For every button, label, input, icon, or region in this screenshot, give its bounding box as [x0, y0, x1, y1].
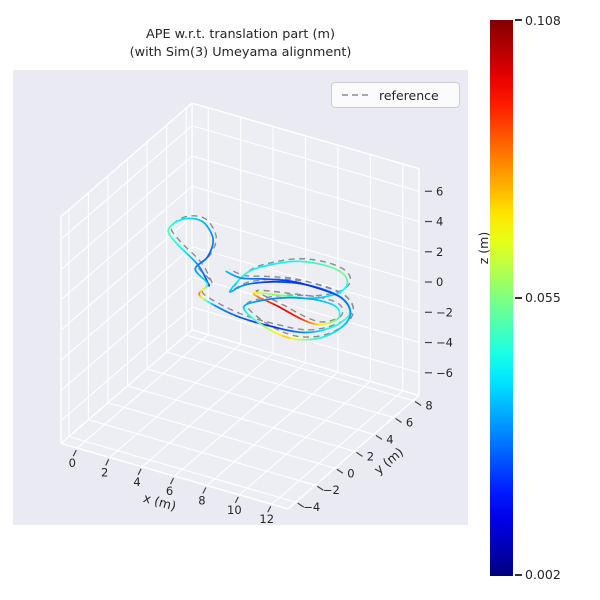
grid-lines — [60, 107, 420, 505]
z-tick-label: −2 — [436, 305, 453, 319]
x-tick-label: 2 — [101, 465, 108, 479]
y-tick-label: 2 — [367, 449, 374, 463]
y-tick-label: 8 — [425, 399, 432, 413]
z-tick-label: −4 — [436, 336, 453, 350]
y-tick-label: −4 — [303, 500, 320, 514]
colorbar-label-max: 0.108 — [525, 13, 561, 28]
z-tick-label: 0 — [436, 275, 443, 289]
colorbar: 0.108 0.055 0.002 — [490, 13, 598, 582]
plot-title-line2: (with Sim(3) Umeyama alignment) — [129, 45, 352, 60]
x-tick-label: 10 — [227, 503, 242, 517]
plot-title: APE w.r.t. translation part (m) (with Si… — [13, 26, 468, 62]
reference-dash-icon — [342, 94, 370, 96]
z-tick-label: 6 — [436, 184, 443, 198]
x-tick-label: 0 — [69, 456, 76, 470]
z-tick-label: 2 — [436, 245, 443, 259]
colorbar-label-min: 0.002 — [525, 567, 561, 582]
legend: reference — [331, 82, 460, 108]
x-tick-label: 4 — [133, 475, 140, 489]
z-tick-label: 4 — [436, 215, 443, 229]
x-tick-label: 6 — [166, 484, 173, 498]
z-tick-label: −6 — [436, 366, 453, 380]
y-tick-label: 4 — [386, 432, 393, 446]
colorbar-gradient — [490, 20, 513, 576]
x-tick-label: 12 — [259, 512, 274, 526]
colorbar-label-mid: 0.055 — [525, 290, 561, 305]
reference-trajectory — [170, 215, 355, 338]
colorbar-tick-min — [515, 574, 522, 576]
legend-label-reference: reference — [379, 87, 439, 103]
plot-title-line1: APE w.r.t. translation part (m) — [146, 27, 335, 42]
x-tick-label: 8 — [198, 494, 205, 508]
estimated-trajectory — [167, 217, 352, 341]
colorbar-tick-mid — [515, 297, 522, 299]
y-tick-label: −2 — [323, 483, 340, 497]
colorbar-tick-max — [515, 19, 522, 21]
tick-marks — [72, 190, 432, 513]
y-tick-label: 6 — [406, 415, 413, 429]
box-edges — [60, 102, 420, 510]
y-tick-label: 0 — [347, 466, 354, 480]
